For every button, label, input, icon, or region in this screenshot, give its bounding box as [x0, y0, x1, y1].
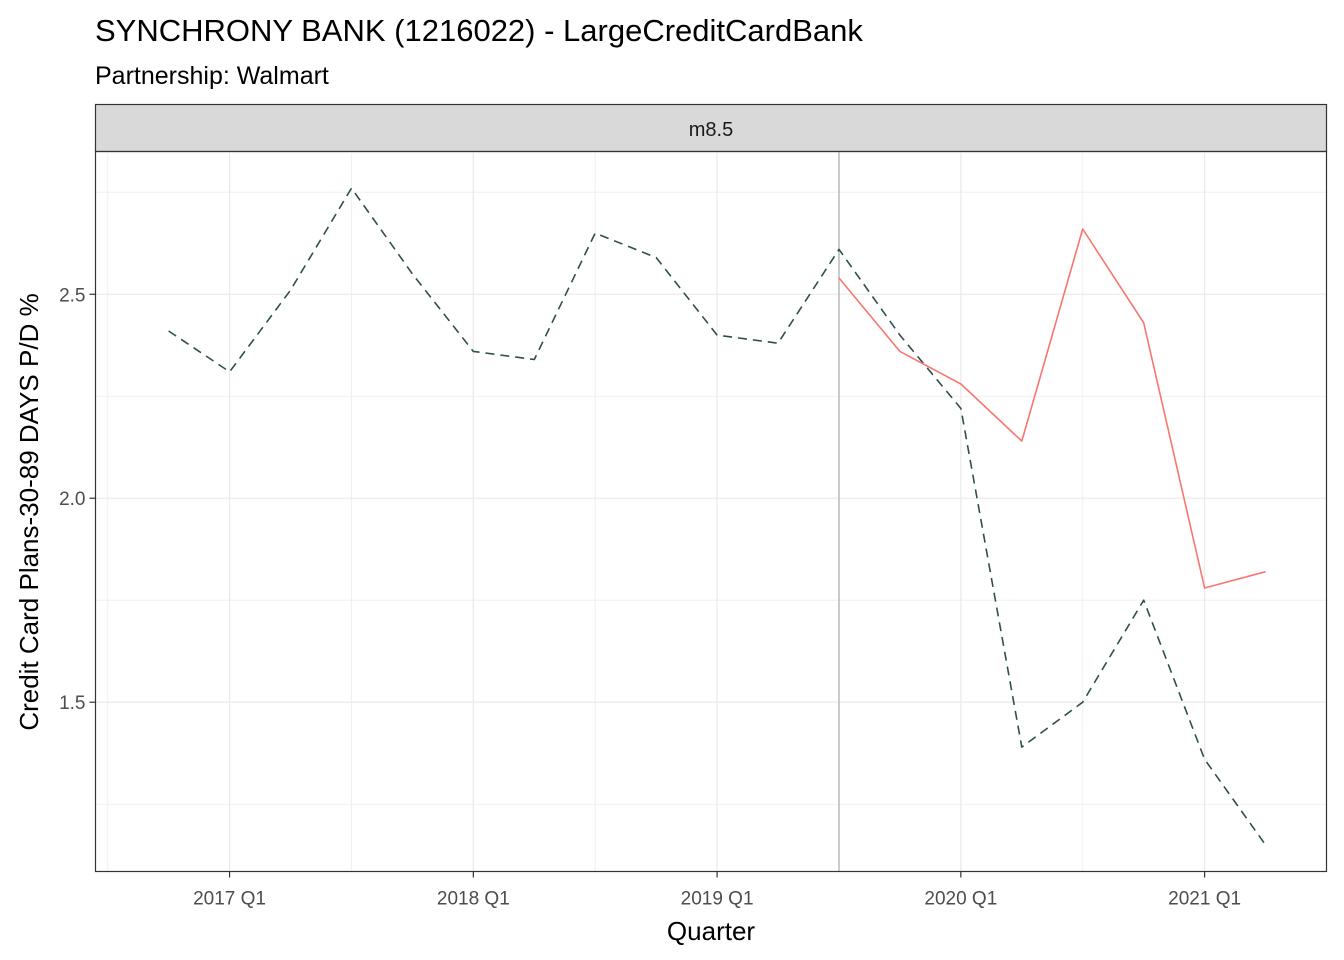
y-axis-title: Credit Card Plans-30-89 DAYS P/D %	[14, 293, 44, 730]
series-line-2	[838, 228, 1266, 589]
chart-subtitle: Partnership: Walmart	[95, 62, 329, 90]
y-tick-label: 2.0	[59, 489, 85, 510]
grid-major	[95, 151, 1327, 872]
series-line-1	[168, 187, 1267, 846]
x-tick-label: 2019 Q1	[681, 889, 754, 910]
plot-panel-border	[94, 150, 1328, 873]
facet-strip	[94, 103, 1328, 153]
y-axis-ticks: 1.5 2.0 2.5	[59, 285, 96, 714]
x-tick-label: 2020 Q1	[924, 889, 997, 910]
x-axis-title: Quarter	[667, 916, 755, 946]
y-tick-label: 2.5	[59, 285, 85, 306]
x-axis-ticks: 2017 Q1 2018 Q1 2019 Q1 2020 Q1 2021 Q1	[193, 871, 1241, 910]
x-tick-label: 2018 Q1	[437, 889, 510, 910]
x-tick-label: 2017 Q1	[193, 889, 266, 910]
chart-title: SYNCHRONY BANK (1216022) - LargeCreditCa…	[95, 13, 863, 48]
x-tick-label: 2021 Q1	[1168, 889, 1241, 910]
facet-label: m8.5	[689, 119, 733, 141]
series-layer	[168, 187, 1267, 846]
y-tick-label: 1.5	[59, 693, 85, 714]
grid-minor	[95, 151, 1327, 872]
